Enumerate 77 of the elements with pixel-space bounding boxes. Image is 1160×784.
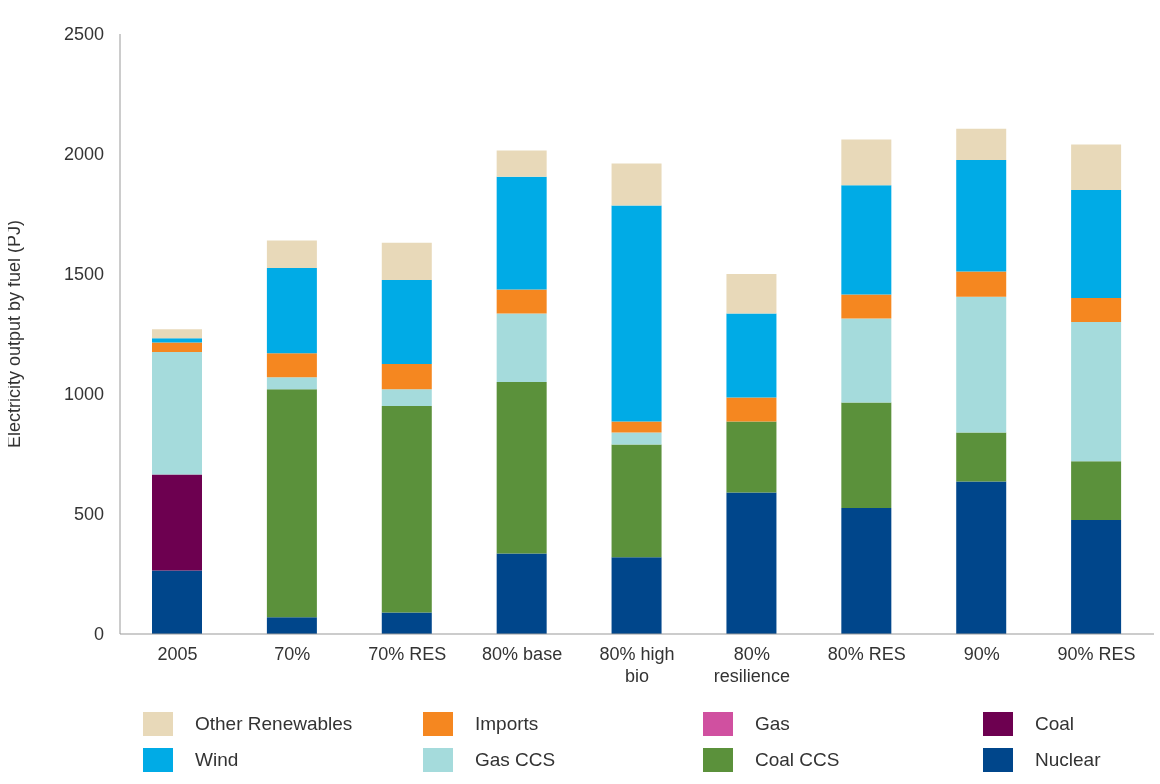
bar — [611, 421, 662, 433]
bar — [956, 481, 1007, 634]
bar — [956, 271, 1007, 297]
bar — [1071, 520, 1122, 634]
bar — [726, 313, 777, 398]
x-tick-label: 80% resilience — [713, 644, 790, 686]
bar — [956, 128, 1007, 160]
bar — [266, 389, 317, 618]
y-tick-label: 2500 — [63, 24, 104, 45]
bar — [496, 313, 547, 382]
bar — [841, 139, 892, 186]
bar — [611, 557, 662, 634]
bar — [841, 402, 892, 508]
bar — [1071, 322, 1122, 462]
x-tick-label: 90% RES — [1057, 644, 1136, 664]
bar — [381, 406, 432, 613]
bar — [152, 342, 202, 352]
bar — [381, 364, 432, 390]
bar — [611, 444, 662, 558]
bar — [152, 329, 202, 339]
x-tick-label: 80% base — [482, 644, 563, 664]
y-tick-label: 1000 — [63, 384, 104, 405]
bar — [841, 185, 892, 295]
legend-label: Nuclear — [1035, 749, 1101, 771]
bar — [1071, 144, 1122, 190]
bar — [956, 160, 1007, 272]
legend-label: Gas — [755, 713, 790, 735]
bar — [152, 352, 202, 475]
x-tick-label: 70% — [274, 644, 311, 664]
bar — [381, 242, 432, 280]
bar — [496, 382, 547, 554]
bar — [956, 296, 1007, 433]
x-tick-label: 80% high bio — [599, 644, 675, 686]
bar — [841, 508, 892, 634]
bar — [266, 353, 317, 378]
bar — [1071, 461, 1122, 520]
bar — [266, 268, 317, 354]
bar — [496, 176, 547, 290]
legend-label: Imports — [475, 713, 539, 735]
bar — [611, 163, 662, 206]
legend-label: Gas CCS — [475, 749, 556, 771]
bar — [266, 377, 317, 390]
bar — [266, 617, 317, 634]
bar — [381, 612, 432, 634]
y-tick-label: 0 — [93, 624, 104, 645]
bar — [381, 389, 432, 406]
y-tick-label: 2000 — [63, 144, 104, 165]
legend-label: Wind — [195, 749, 239, 771]
bar — [841, 294, 892, 319]
bar — [611, 432, 662, 445]
legend-label: Coal CCS — [755, 749, 840, 771]
legend-label: Other Renewables — [195, 713, 353, 735]
x-tick-label: 2005 — [157, 644, 198, 664]
y-tick-label: 500 — [73, 504, 104, 525]
bar — [152, 474, 202, 571]
bar — [726, 397, 777, 422]
x-tick-label: 90% — [963, 644, 1000, 664]
bar — [956, 432, 1007, 482]
bar — [152, 570, 202, 634]
bar — [1071, 190, 1122, 298]
bar — [496, 553, 547, 634]
bar — [726, 274, 777, 314]
y-axis-title: Electricity output by fuel (PJ) — [4, 219, 25, 449]
bar — [152, 338, 202, 343]
bar — [381, 280, 432, 364]
bar — [1071, 298, 1122, 322]
legend-label: Coal — [1035, 713, 1075, 735]
y-tick-label: 1500 — [63, 264, 104, 285]
bar — [841, 318, 892, 403]
bar — [266, 240, 317, 268]
bar — [726, 492, 777, 634]
x-tick-label: 70% RES — [368, 644, 447, 664]
bar — [496, 289, 547, 314]
bar — [496, 150, 547, 177]
x-tick-label: 80% RES — [827, 644, 906, 664]
bar — [726, 421, 777, 493]
bar — [611, 205, 662, 422]
